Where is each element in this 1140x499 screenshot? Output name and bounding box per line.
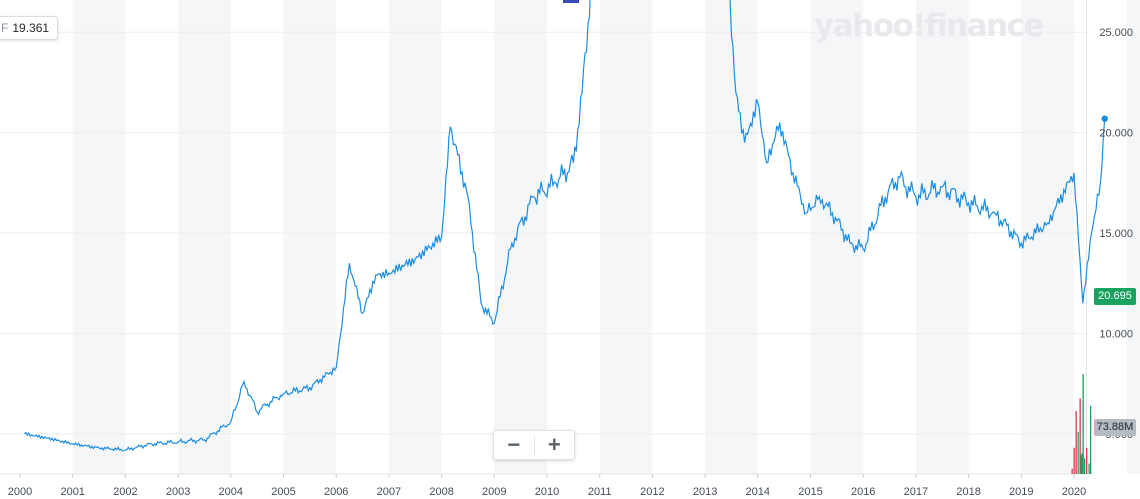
volume-bar (1073, 447, 1075, 474)
y-tick-label: 25.000 (1099, 27, 1133, 39)
y-tick-label: 10.000 (1099, 328, 1133, 340)
volume-bars (1071, 374, 1092, 474)
x-tick-label: 2003 (166, 486, 190, 498)
volume-bar (1081, 453, 1083, 474)
year-bands (72, 0, 1140, 474)
volume-bar (1084, 458, 1086, 474)
zoom-divider (533, 436, 535, 454)
x-tick-label: 2000 (8, 486, 32, 498)
x-tick-label: 2015 (798, 486, 822, 498)
year-band (810, 0, 864, 474)
x-tick-label: 2017 (904, 486, 928, 498)
volume-bar (1077, 432, 1079, 474)
year-band (1126, 0, 1140, 474)
volume-bar (1075, 411, 1077, 474)
x-tick-label: 2006 (324, 486, 348, 498)
volume-bar (1088, 463, 1090, 474)
x-tick-label: 2013 (693, 486, 717, 498)
year-band (494, 0, 547, 474)
year-band (388, 0, 442, 474)
x-axis: 2000 2001 2002 2003 2004 2005 2006 2007 2008 2009… (8, 474, 1086, 498)
volume-badge: 73.88M (1094, 419, 1136, 436)
x-tick-label: 2004 (219, 486, 243, 498)
year-band (178, 0, 231, 474)
x-tick-label: 2001 (60, 486, 84, 498)
x-tick-label: 2002 (113, 486, 137, 498)
x-tick-label: 2011 (588, 486, 612, 498)
scroll-marker[interactable] (563, 0, 579, 3)
zoom-in-button[interactable]: + (547, 432, 561, 457)
year-band (599, 0, 653, 474)
x-tick-label: 2014 (746, 486, 770, 498)
x-tick-label: 2010 (535, 486, 559, 498)
year-band (915, 0, 969, 474)
volume-bar (1079, 398, 1081, 474)
last-price-dot (1101, 115, 1108, 122)
year-band (283, 0, 337, 474)
x-tick-label: 2012 (640, 486, 664, 498)
x-tick-label: 2016 (851, 486, 875, 498)
volume-bar (1090, 405, 1092, 474)
x-tick-label: 2008 (429, 486, 453, 498)
x-tick-label: 2009 (482, 486, 506, 498)
volume-bar (1082, 374, 1084, 474)
previous-close-value: 19.361 (12, 21, 50, 35)
year-band (1021, 0, 1074, 474)
yahoo-finance-logo: yahoo!finance (814, 8, 1045, 44)
previous-close-label: F 19.361 (0, 16, 59, 40)
y-tick-label: 15.000 (1099, 228, 1133, 240)
price-line (24, 0, 1106, 452)
x-tick-label: 2005 (271, 486, 295, 498)
y-tick-label: 20.000 (1099, 128, 1133, 140)
x-tick-label: 2007 (377, 486, 401, 498)
year-band (72, 0, 126, 474)
year-band (705, 0, 758, 474)
zoom-control: − + (493, 430, 575, 460)
x-tick-label: 2019 (1009, 486, 1033, 498)
volume-bar (1080, 455, 1082, 474)
x-tick-label: 2020 (1062, 486, 1086, 498)
zoom-out-button[interactable]: − (507, 432, 521, 457)
volume-bar (1086, 447, 1088, 474)
volume-bar (1071, 468, 1073, 474)
x-tick-label: 2018 (956, 486, 980, 498)
last-price-badge: 20.695 (1094, 288, 1136, 305)
previous-close-prefix: F (1, 21, 9, 35)
